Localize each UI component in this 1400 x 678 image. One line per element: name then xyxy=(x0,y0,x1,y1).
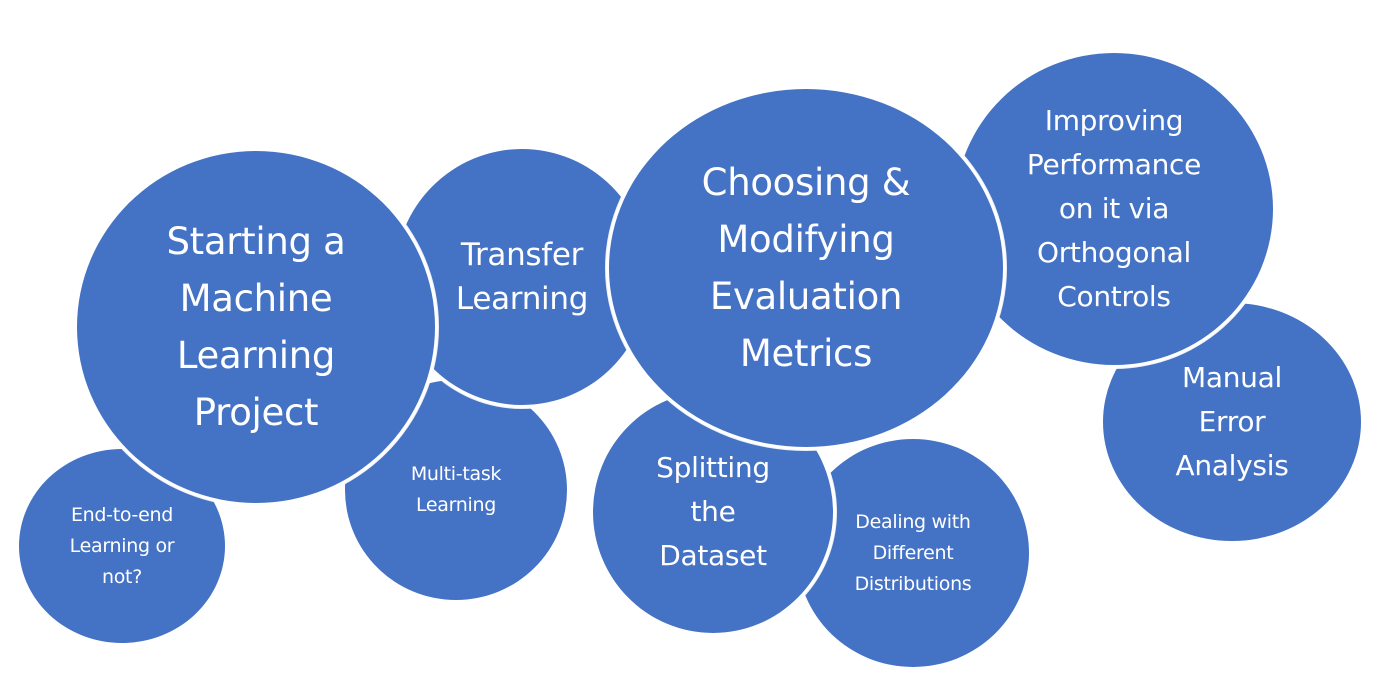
bubble-label: Choosing & Modifying Evaluation Metrics xyxy=(701,161,911,375)
bubble-improving-performance: Improving Performance on it via Orthogon… xyxy=(952,50,1276,368)
bubble-starting-ml-project: Starting a Machine Learning Project xyxy=(74,148,438,506)
bubble-label: Transfer Learning xyxy=(455,237,589,317)
bubble-label: Multi-task Learning xyxy=(410,463,502,516)
bubble-label: Manual Error Analysis xyxy=(1175,361,1289,482)
bubble-label: End-to-end Learning or not? xyxy=(69,503,175,588)
bubble-evaluation-metrics: Choosing & Modifying Evaluation Metrics xyxy=(606,86,1006,450)
bubble-label: Dealing with Different Distributions xyxy=(854,510,972,595)
bubble-dealing-with-distributions: Dealing with Different Distributions xyxy=(794,436,1032,670)
bubble-label: Improving Performance on it via Orthogon… xyxy=(1026,104,1202,313)
bubble-manual-error-analysis: Manual Error Analysis xyxy=(1100,300,1364,544)
bubble-label: Starting a Machine Learning Project xyxy=(166,220,346,434)
bubble-label: Splitting the Dataset xyxy=(656,451,770,572)
